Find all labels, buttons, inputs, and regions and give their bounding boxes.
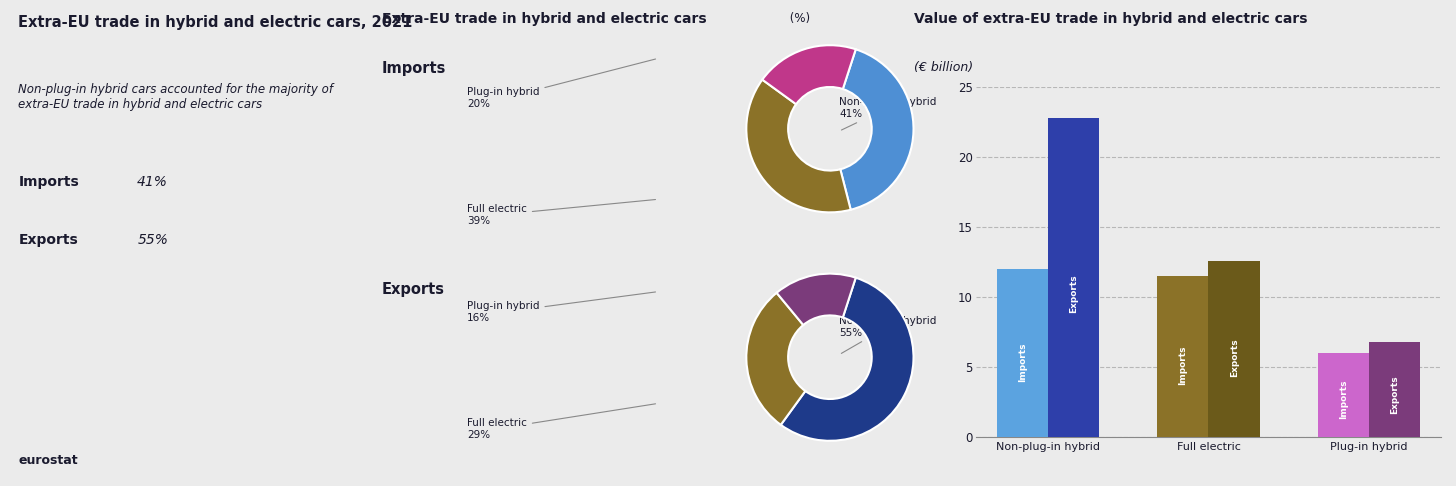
Text: Imports: Imports: [1338, 380, 1348, 419]
Text: Exports: Exports: [1230, 339, 1239, 377]
Text: Extra-EU trade in hybrid and electric cars: Extra-EU trade in hybrid and electric ca…: [381, 12, 706, 26]
Text: Plug-in hybrid
20%: Plug-in hybrid 20%: [467, 59, 655, 109]
Bar: [1208, 261, 1259, 437]
Wedge shape: [840, 49, 913, 210]
Wedge shape: [776, 274, 856, 325]
Bar: [1158, 277, 1208, 437]
Text: Exports: Exports: [1390, 375, 1399, 414]
Text: Imports: Imports: [1018, 342, 1026, 382]
Bar: [1369, 342, 1420, 437]
Text: Value of extra-EU trade in hybrid and electric cars: Value of extra-EU trade in hybrid and el…: [914, 12, 1307, 26]
Text: Imports: Imports: [381, 61, 447, 76]
Text: Exports: Exports: [19, 233, 79, 247]
Wedge shape: [747, 80, 850, 212]
Wedge shape: [747, 293, 805, 425]
Bar: [1318, 353, 1369, 437]
Text: 41%: 41%: [137, 175, 167, 189]
Text: eurostat: eurostat: [19, 453, 79, 467]
Text: 55%: 55%: [137, 233, 167, 247]
Text: Exports: Exports: [381, 282, 446, 297]
Text: Non-plug-in hybrid
41%: Non-plug-in hybrid 41%: [839, 97, 936, 130]
Text: Imports: Imports: [19, 175, 79, 189]
Text: Imports: Imports: [1178, 345, 1187, 385]
Text: Non-plug-in hybrid cars accounted for the majority of
extra-EU trade in hybrid a: Non-plug-in hybrid cars accounted for th…: [19, 83, 333, 111]
Text: (€ billion): (€ billion): [914, 61, 973, 74]
Bar: [1048, 118, 1099, 437]
Wedge shape: [780, 278, 913, 441]
Text: Full electric
39%: Full electric 39%: [467, 200, 655, 226]
Bar: [997, 269, 1048, 437]
Text: (%): (%): [786, 12, 810, 25]
Text: Extra-EU trade in hybrid and electric cars, 2021: Extra-EU trade in hybrid and electric ca…: [19, 15, 414, 30]
Text: Exports: Exports: [1069, 275, 1079, 313]
Wedge shape: [763, 45, 856, 104]
Text: Plug-in hybrid
16%: Plug-in hybrid 16%: [467, 292, 655, 323]
Text: Full electric
29%: Full electric 29%: [467, 404, 655, 439]
Text: Non-plug-in hybrid
55%: Non-plug-in hybrid 55%: [839, 316, 936, 353]
